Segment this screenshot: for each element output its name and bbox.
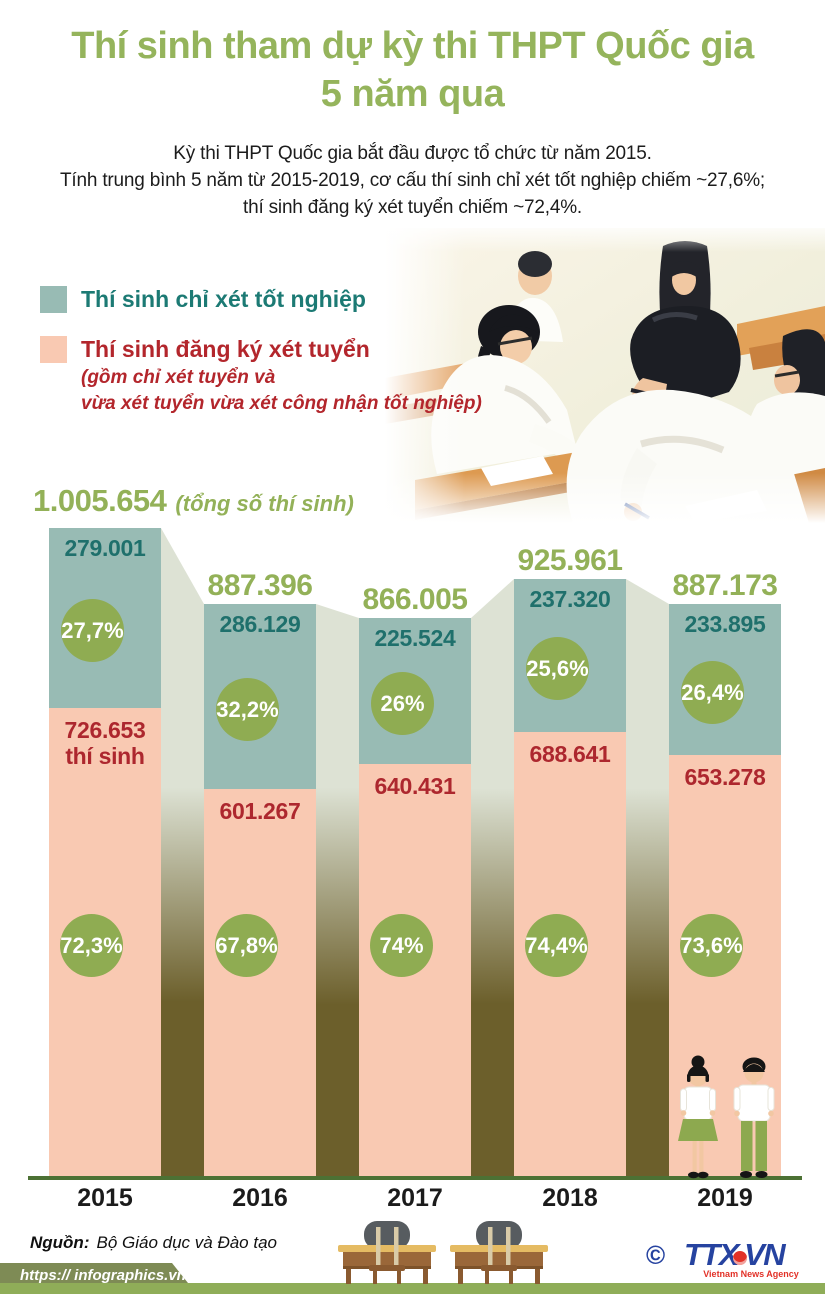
- source-line: Nguồn: Bộ Giáo dục và Đào tạo: [30, 1233, 277, 1253]
- admission-percent-badge: 72,3%: [60, 914, 123, 977]
- admission-value-label: 640.431: [374, 773, 456, 799]
- admission-percent-badge: 74,4%: [525, 914, 588, 977]
- admission-percent-badge: 73,6%: [680, 914, 743, 977]
- admission-value-label: 688.641: [529, 741, 611, 767]
- bar-2017: 225.524 640.431 26% 74%: [359, 618, 471, 1177]
- students-exam-photo: [385, 228, 825, 523]
- total-label: 866.005: [362, 583, 468, 616]
- legend-swatch-graduation: [40, 286, 67, 313]
- bar-connector: [316, 604, 359, 1177]
- subtitle-line3: thí sinh đăng ký xét tuyển chiếm ~72,4%.: [243, 197, 582, 218]
- legend-item-admission: Thí sinh đăng ký xét tuyển: [40, 336, 482, 363]
- legend-note-line1: (gồm chỉ xét tuyển và: [81, 367, 276, 388]
- legend-item-graduation: Thí sinh chỉ xét tốt nghiệp: [40, 286, 482, 313]
- graduation-value-label: 225.524: [374, 625, 456, 651]
- total-value: 1.005.654: [33, 483, 167, 518]
- x-axis-year-label: 2016: [232, 1184, 288, 1212]
- desk-icon: [450, 1221, 548, 1284]
- page-title-line1: Thí sinh tham dự kỳ thi THPT Quốc gia: [71, 25, 754, 67]
- legend-note-line2: vừa xét tuyển vừa xét công nhận tốt nghi…: [81, 393, 482, 414]
- total-label: 887.396: [207, 569, 313, 602]
- admission-value: 726.653: [64, 717, 146, 743]
- graduation-value-label: 279.001: [64, 535, 146, 561]
- graduation-percent-badge: 26%: [371, 672, 434, 735]
- desk-icon: [338, 1221, 436, 1284]
- admission-percent-badge: 67,8%: [215, 914, 278, 977]
- total-unit-note: (tổng số thí sinh): [175, 491, 354, 516]
- legend-swatch-admission: [40, 336, 67, 363]
- chart-baseline: [28, 1176, 802, 1180]
- x-axis-year-label: 2015: [77, 1184, 133, 1212]
- girl-student-icon: [678, 1055, 718, 1179]
- globe-icon: [733, 1251, 748, 1265]
- x-axis-year-label: 2019: [697, 1184, 753, 1212]
- bar-2015: 279.001 726.653 thí sinh 27,7% 72,3%: [49, 528, 161, 1177]
- bar-connector: [161, 528, 204, 1177]
- x-axis-year-label: 2018: [542, 1184, 598, 1212]
- graduation-percent-badge: 26,4%: [681, 661, 744, 724]
- legend-admission-note: (gồm chỉ xét tuyển và vừa xét tuyển vừa …: [81, 365, 482, 417]
- student-figures-icon: [678, 1055, 775, 1179]
- bar-2016: 286.129 601.267 32,2% 67,8%: [204, 604, 316, 1177]
- graduation-value-label: 237.320: [529, 586, 611, 612]
- segment-admission: [204, 789, 316, 1177]
- graduation-percent-badge: 32,2%: [216, 678, 279, 741]
- source-text: Bộ Giáo dục và Đào tạo: [96, 1233, 277, 1252]
- footer-green-strip: [0, 1283, 825, 1294]
- ttxvn-logo: © TTX VN Vietnam News Agency: [646, 1237, 818, 1285]
- graduation-percent-badge: 27,7%: [61, 599, 124, 662]
- page-title-line2: 5 năm qua: [320, 73, 505, 115]
- subtitle-line2: Tính trung bình 5 năm từ 2015-2019, cơ c…: [60, 170, 765, 191]
- bar-connector: [471, 579, 514, 1177]
- total-label: 887.173: [672, 569, 778, 602]
- graduation-value-label: 286.129: [219, 611, 301, 637]
- admission-value-label: 726.653 thí sinh: [49, 717, 161, 769]
- ttxvn-logo-subtext: Vietnam News Agency: [703, 1269, 799, 1279]
- ttxvn-logo-text: TTX VN: [684, 1237, 786, 1272]
- legend: Thí sinh chỉ xét tốt nghiệp Thí sinh đăn…: [40, 286, 482, 417]
- legend-label-graduation: Thí sinh chỉ xét tốt nghiệp: [81, 286, 366, 312]
- admission-percent-badge: 74%: [370, 914, 433, 977]
- page-title: Thí sinh tham dự kỳ thi THPT Quốc gia 5 …: [0, 22, 825, 118]
- bar-connector: [626, 579, 669, 1177]
- website-url[interactable]: https:// infographics.vn: [20, 1267, 186, 1284]
- graduation-value-label: 233.895: [684, 611, 766, 637]
- graduation-percent-badge: 25,6%: [526, 637, 589, 700]
- legend-label-admission: Thí sinh đăng ký xét tuyển: [81, 336, 370, 362]
- admission-value-label: 653.278: [684, 764, 766, 790]
- source-label: Nguồn:: [30, 1233, 90, 1252]
- boy-student-icon: [733, 1057, 775, 1178]
- admission-value-label: 601.267: [219, 798, 301, 824]
- total-label: 925.961: [517, 544, 623, 577]
- copyright-icon: ©: [646, 1240, 666, 1270]
- school-desks-icon: [338, 1221, 548, 1284]
- admission-value-unit: thí sinh: [65, 743, 145, 769]
- page-subtitle: Kỳ thi THPT Quốc gia bắt đầu được tổ chứ…: [0, 140, 825, 221]
- total-label-first: 1.005.654 (tổng số thí sinh): [33, 483, 354, 519]
- bar-2018: 237.320 688.641 25,6% 74,4%: [514, 579, 626, 1177]
- x-axis-year-label: 2017: [387, 1184, 443, 1212]
- subtitle-line1: Kỳ thi THPT Quốc gia bắt đầu được tổ chứ…: [173, 143, 652, 164]
